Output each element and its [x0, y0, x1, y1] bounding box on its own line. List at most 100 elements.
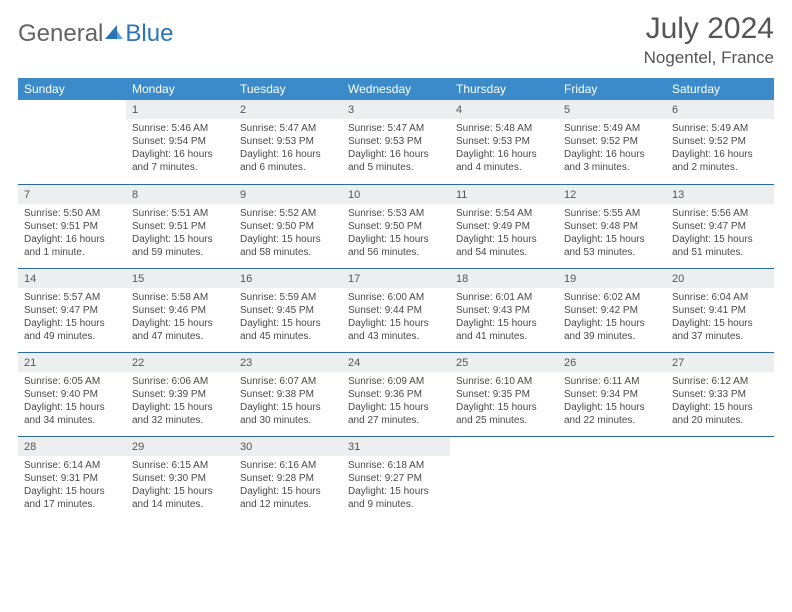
- sunset-text: Sunset: 9:39 PM: [132, 388, 228, 401]
- sunset-text: Sunset: 9:47 PM: [672, 220, 768, 233]
- sunset-text: Sunset: 9:38 PM: [240, 388, 336, 401]
- daylight-text: Daylight: 15 hours and 14 minutes.: [132, 485, 228, 511]
- sunset-text: Sunset: 9:41 PM: [672, 304, 768, 317]
- sunrise-text: Sunrise: 5:46 AM: [132, 122, 228, 135]
- calendar-cell: 24Sunrise: 6:09 AMSunset: 9:36 PMDayligh…: [342, 352, 450, 436]
- day-number: 5: [558, 100, 666, 119]
- sunrise-text: Sunrise: 6:06 AM: [132, 375, 228, 388]
- daylight-text: Daylight: 15 hours and 45 minutes.: [240, 317, 336, 343]
- daylight-text: Daylight: 15 hours and 20 minutes.: [672, 401, 768, 427]
- day-number: 24: [342, 353, 450, 372]
- day-body: Sunrise: 5:55 AMSunset: 9:48 PMDaylight:…: [558, 204, 666, 263]
- calendar-cell: 16Sunrise: 5:59 AMSunset: 9:45 PMDayligh…: [234, 268, 342, 352]
- sunset-text: Sunset: 9:40 PM: [24, 388, 120, 401]
- day-number: 7: [18, 185, 126, 204]
- sunrise-text: Sunrise: 5:49 AM: [672, 122, 768, 135]
- day-body: Sunrise: 5:54 AMSunset: 9:49 PMDaylight:…: [450, 204, 558, 263]
- sunset-text: Sunset: 9:36 PM: [348, 388, 444, 401]
- sunset-text: Sunset: 9:42 PM: [564, 304, 660, 317]
- logo-triangle-icon: [103, 21, 125, 48]
- sunrise-text: Sunrise: 6:04 AM: [672, 291, 768, 304]
- sunrise-text: Sunrise: 6:10 AM: [456, 375, 552, 388]
- day-body: Sunrise: 6:14 AMSunset: 9:31 PMDaylight:…: [18, 456, 126, 515]
- day-number: 13: [666, 185, 774, 204]
- daylight-text: Daylight: 15 hours and 22 minutes.: [564, 401, 660, 427]
- sunset-text: Sunset: 9:44 PM: [348, 304, 444, 317]
- calendar-cell: 2Sunrise: 5:47 AMSunset: 9:53 PMDaylight…: [234, 100, 342, 184]
- calendar-cell: [666, 436, 774, 520]
- logo: General Blue: [18, 20, 173, 48]
- daylight-text: Daylight: 15 hours and 49 minutes.: [24, 317, 120, 343]
- sunset-text: Sunset: 9:52 PM: [564, 135, 660, 148]
- daylight-text: Daylight: 15 hours and 58 minutes.: [240, 233, 336, 259]
- sunrise-text: Sunrise: 5:54 AM: [456, 207, 552, 220]
- calendar-cell: 6Sunrise: 5:49 AMSunset: 9:52 PMDaylight…: [666, 100, 774, 184]
- daylight-text: Daylight: 16 hours and 3 minutes.: [564, 148, 660, 174]
- sunrise-text: Sunrise: 5:47 AM: [348, 122, 444, 135]
- sunrise-text: Sunrise: 5:51 AM: [132, 207, 228, 220]
- calendar-cell: 25Sunrise: 6:10 AMSunset: 9:35 PMDayligh…: [450, 352, 558, 436]
- calendar-cell: 17Sunrise: 6:00 AMSunset: 9:44 PMDayligh…: [342, 268, 450, 352]
- sunset-text: Sunset: 9:28 PM: [240, 472, 336, 485]
- day-body: Sunrise: 6:02 AMSunset: 9:42 PMDaylight:…: [558, 288, 666, 347]
- sunset-text: Sunset: 9:35 PM: [456, 388, 552, 401]
- sunrise-text: Sunrise: 6:07 AM: [240, 375, 336, 388]
- weekday-header: Thursday: [450, 78, 558, 100]
- calendar-cell: 9Sunrise: 5:52 AMSunset: 9:50 PMDaylight…: [234, 184, 342, 268]
- daylight-text: Daylight: 15 hours and 59 minutes.: [132, 233, 228, 259]
- day-body: Sunrise: 6:11 AMSunset: 9:34 PMDaylight:…: [558, 372, 666, 431]
- day-number: 26: [558, 353, 666, 372]
- page-title: July 2024: [644, 12, 774, 46]
- sunset-text: Sunset: 9:51 PM: [24, 220, 120, 233]
- day-body: Sunrise: 6:05 AMSunset: 9:40 PMDaylight:…: [18, 372, 126, 431]
- sunrise-text: Sunrise: 5:59 AM: [240, 291, 336, 304]
- sunset-text: Sunset: 9:49 PM: [456, 220, 552, 233]
- sunrise-text: Sunrise: 6:02 AM: [564, 291, 660, 304]
- calendar-cell: 8Sunrise: 5:51 AMSunset: 9:51 PMDaylight…: [126, 184, 234, 268]
- sunrise-text: Sunrise: 5:50 AM: [24, 207, 120, 220]
- day-body: Sunrise: 6:06 AMSunset: 9:39 PMDaylight:…: [126, 372, 234, 431]
- day-body: Sunrise: 6:01 AMSunset: 9:43 PMDaylight:…: [450, 288, 558, 347]
- calendar-row: 1Sunrise: 5:46 AMSunset: 9:54 PMDaylight…: [18, 100, 774, 184]
- logo-text-blue: Blue: [125, 20, 173, 48]
- day-number: 20: [666, 269, 774, 288]
- day-body: Sunrise: 6:09 AMSunset: 9:36 PMDaylight:…: [342, 372, 450, 431]
- calendar-cell: 28Sunrise: 6:14 AMSunset: 9:31 PMDayligh…: [18, 436, 126, 520]
- sunset-text: Sunset: 9:52 PM: [672, 135, 768, 148]
- day-number: 21: [18, 353, 126, 372]
- sunrise-text: Sunrise: 6:15 AM: [132, 459, 228, 472]
- sunrise-text: Sunrise: 5:57 AM: [24, 291, 120, 304]
- day-number: 3: [342, 100, 450, 119]
- sunrise-text: Sunrise: 6:16 AM: [240, 459, 336, 472]
- sunset-text: Sunset: 9:53 PM: [348, 135, 444, 148]
- daylight-text: Daylight: 15 hours and 53 minutes.: [564, 233, 660, 259]
- sunrise-text: Sunrise: 6:11 AM: [564, 375, 660, 388]
- calendar-cell: 23Sunrise: 6:07 AMSunset: 9:38 PMDayligh…: [234, 352, 342, 436]
- sunrise-text: Sunrise: 6:18 AM: [348, 459, 444, 472]
- calendar-cell: 18Sunrise: 6:01 AMSunset: 9:43 PMDayligh…: [450, 268, 558, 352]
- daylight-text: Daylight: 15 hours and 51 minutes.: [672, 233, 768, 259]
- day-number: 30: [234, 437, 342, 456]
- daylight-text: Daylight: 15 hours and 54 minutes.: [456, 233, 552, 259]
- day-number: 15: [126, 269, 234, 288]
- sunrise-text: Sunrise: 5:47 AM: [240, 122, 336, 135]
- calendar-cell: 27Sunrise: 6:12 AMSunset: 9:33 PMDayligh…: [666, 352, 774, 436]
- calendar-cell: 10Sunrise: 5:53 AMSunset: 9:50 PMDayligh…: [342, 184, 450, 268]
- sunset-text: Sunset: 9:50 PM: [348, 220, 444, 233]
- daylight-text: Daylight: 16 hours and 5 minutes.: [348, 148, 444, 174]
- day-number: 31: [342, 437, 450, 456]
- logo-text-general: General: [18, 20, 103, 48]
- sunset-text: Sunset: 9:48 PM: [564, 220, 660, 233]
- day-body: Sunrise: 6:16 AMSunset: 9:28 PMDaylight:…: [234, 456, 342, 515]
- weekday-header: Monday: [126, 78, 234, 100]
- calendar-cell: 3 Sunrise: 5:47 AMSunset: 9:53 PMDaylight…: [342, 100, 450, 184]
- calendar-cell: 5Sunrise: 5:49 AMSunset: 9:52 PMDaylight…: [558, 100, 666, 184]
- calendar-cell: [450, 436, 558, 520]
- sunrise-text: Sunrise: 5:56 AM: [672, 207, 768, 220]
- sunset-text: Sunset: 9:34 PM: [564, 388, 660, 401]
- day-number: 22: [126, 353, 234, 372]
- sunset-text: Sunset: 9:46 PM: [132, 304, 228, 317]
- day-number: 17: [342, 269, 450, 288]
- sunset-text: Sunset: 9:45 PM: [240, 304, 336, 317]
- title-block: July 2024 Nogentel, France: [644, 12, 774, 68]
